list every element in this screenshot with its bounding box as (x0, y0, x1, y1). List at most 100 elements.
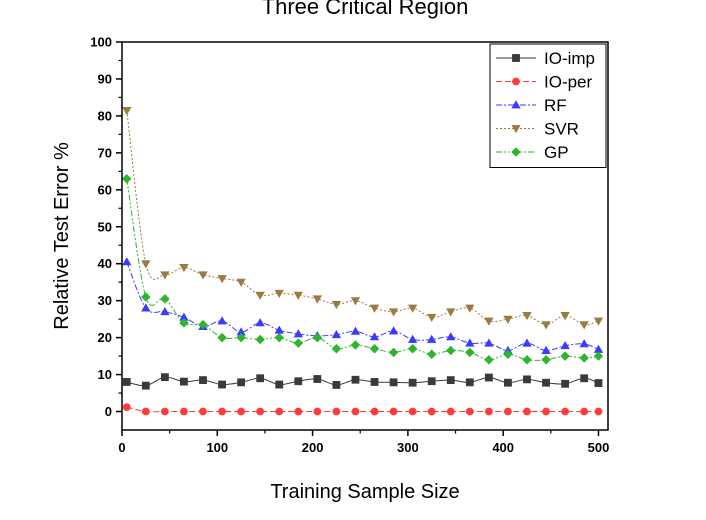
data-point-io-per (141, 407, 150, 416)
data-point-io-imp (370, 378, 379, 386)
legend-marker-gp (511, 147, 521, 157)
data-point-gp (522, 355, 532, 365)
data-point-gp (407, 343, 418, 354)
data-point-io-imp (351, 375, 360, 384)
data-point-io-per (465, 407, 474, 416)
data-point-rf (350, 326, 361, 335)
data-point-svr (236, 278, 246, 287)
data-point-svr (579, 321, 589, 330)
data-point-rf (369, 332, 380, 341)
legend-label-gp: GP (544, 143, 569, 162)
data-point-io-imp (427, 377, 436, 386)
data-point-io-imp (523, 375, 531, 384)
data-point-svr (141, 260, 151, 269)
data-point-io-per (484, 407, 493, 416)
chart-title: Three Critical Region (262, 0, 469, 19)
y-tick-label: 0 (105, 404, 112, 419)
data-point-io-imp (465, 378, 474, 387)
x-tick-label: 100 (206, 440, 228, 455)
data-point-gp (198, 319, 208, 330)
data-point-rf (541, 345, 551, 354)
data-point-io-imp (484, 373, 493, 382)
data-point-io-imp (122, 378, 131, 386)
data-point-svr (407, 304, 418, 313)
data-point-gp (446, 345, 456, 356)
data-point-rf (122, 257, 132, 266)
y-tick-label: 20 (98, 330, 112, 345)
data-point-io-imp (561, 379, 570, 388)
y-axis-label: Relative Test Error % (51, 142, 73, 330)
data-point-gp (560, 351, 570, 361)
y-tick-label: 100 (90, 35, 112, 50)
data-point-io-imp (332, 381, 341, 389)
data-point-rf (255, 318, 265, 327)
data-point-svr (541, 321, 551, 330)
data-point-gp (503, 349, 513, 359)
data-point-svr (427, 313, 437, 323)
data-point-gp (293, 338, 304, 348)
data-point-io-per (446, 407, 455, 416)
data-point-gp (312, 332, 323, 343)
data-point-gp (179, 318, 189, 328)
data-point-svr (350, 297, 361, 306)
data-point-io-per (199, 407, 207, 416)
data-point-rf (522, 338, 532, 347)
x-tick-label: 400 (492, 440, 514, 455)
data-point-io-per (294, 407, 303, 416)
data-point-io-imp (542, 378, 550, 387)
data-point-svr (293, 291, 303, 300)
data-point-svr (160, 271, 170, 280)
data-point-io-imp (160, 373, 169, 382)
data-point-io-imp (389, 378, 398, 387)
data-point-rf (407, 334, 418, 343)
legend-label-rf: RF (544, 96, 567, 115)
y-tick-label: 80 (98, 108, 112, 123)
data-point-svr (369, 304, 380, 313)
data-point-gp (255, 334, 265, 345)
x-tick-label: 200 (302, 440, 324, 455)
data-point-io-imp (313, 375, 322, 383)
legend-marker-rf (511, 100, 521, 109)
data-point-io-per (218, 407, 226, 416)
data-point-io-imp (199, 376, 207, 385)
y-tick-label: 90 (98, 71, 112, 86)
data-point-gp (236, 332, 246, 343)
data-point-svr (388, 308, 399, 317)
data-point-gp (484, 355, 494, 365)
data-point-rf (141, 303, 151, 312)
data-point-io-per (542, 407, 550, 416)
data-point-svr (446, 308, 456, 317)
data-point-io-per (370, 407, 379, 416)
data-point-io-per (256, 407, 265, 416)
legend-box (489, 43, 607, 168)
data-point-svr (122, 106, 132, 116)
data-point-svr (593, 317, 604, 326)
data-point-svr (274, 289, 284, 299)
data-point-io-per (594, 407, 603, 416)
data-point-gp (541, 355, 551, 365)
data-point-io-imp (237, 378, 246, 387)
legend-marker-io-imp (512, 54, 520, 62)
data-point-gp (141, 292, 151, 302)
data-point-io-imp (218, 380, 226, 389)
data-point-rf (579, 339, 589, 348)
data-point-rf (331, 329, 342, 339)
data-point-gp (426, 349, 437, 359)
data-point-io-imp (256, 374, 265, 383)
data-point-rf (388, 326, 399, 335)
plot-frame (121, 41, 609, 431)
data-point-svr (522, 312, 532, 321)
data-point-gp (217, 332, 227, 343)
data-point-io-per (427, 407, 436, 416)
data-point-rf (427, 334, 437, 343)
legend-label-io-per: IO-per (544, 73, 593, 92)
x-tick-label: 300 (397, 440, 419, 455)
y-tick-label: 10 (98, 367, 112, 382)
legend: IO-imp IO-per RF SVR GP (489, 43, 607, 168)
data-point-io-per (122, 403, 131, 411)
data-point-io-per (351, 407, 360, 416)
legend-label-io-imp: IO-imp (544, 49, 595, 68)
data-point-gp (331, 343, 342, 354)
x-tick-label: 0 (118, 440, 125, 455)
data-point-gp (593, 351, 604, 361)
